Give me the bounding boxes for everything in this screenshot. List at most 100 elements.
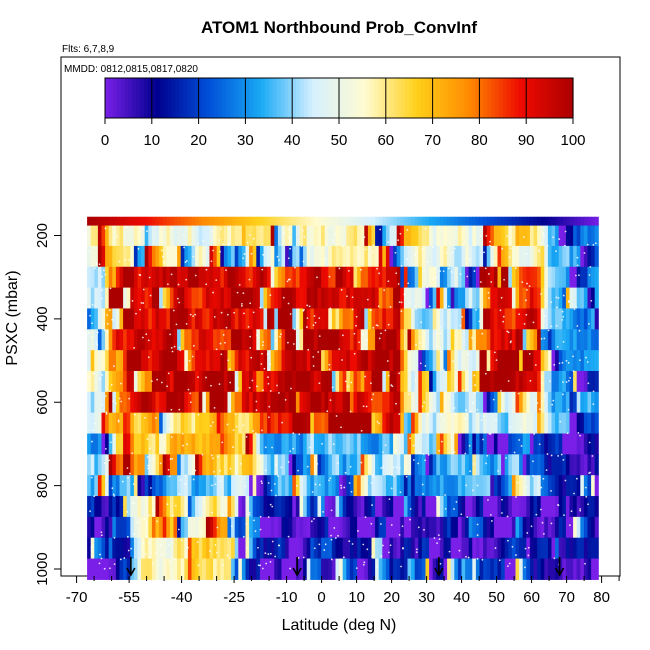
heatmap-cell: [259, 475, 264, 497]
heatmap-cell: [97, 412, 102, 435]
heatmap-cell: [483, 308, 488, 330]
track-point: [395, 449, 397, 452]
heatmap-cell: [166, 454, 171, 476]
heatmap-cell: [187, 225, 192, 247]
colorbar-ticks: 0 10 20 30 40 50 60 70 80 90 100: [101, 78, 586, 149]
heatmap-cell: [371, 216, 376, 226]
heatmap-cell: [259, 391, 264, 414]
heatmap-cell: [450, 496, 455, 518]
heatmap-cell: [393, 454, 398, 476]
heatmap-cell: [360, 225, 365, 247]
heatmap-cell: [555, 433, 560, 455]
heatmap-cell: [285, 370, 290, 393]
track-point: [113, 563, 116, 566]
y-tick-label: 600: [34, 390, 51, 415]
heatmap-cell: [303, 558, 308, 580]
track-point: [520, 474, 523, 477]
track-point: [227, 359, 229, 362]
heatmap-cell: [349, 516, 354, 539]
track-point: [341, 245, 344, 248]
x-tick-label: -40: [171, 589, 193, 606]
heatmap-cell: [155, 225, 160, 247]
heatmap-cell: [223, 475, 228, 497]
track-point: [476, 534, 479, 537]
heatmap-cell: [587, 537, 592, 560]
track-point: [346, 385, 349, 388]
heatmap-cell: [137, 558, 142, 580]
heatmap-cell: [411, 433, 416, 455]
heatmap-cell: [159, 245, 164, 268]
track-point: [262, 341, 265, 343]
heatmap-cell: [454, 537, 459, 560]
track-point: [267, 416, 270, 419]
heatmap-cell: [526, 329, 531, 351]
heatmap-cell: [569, 537, 574, 560]
track-point: [368, 245, 371, 248]
track-point: [401, 525, 404, 528]
heatmap-cell: [115, 433, 120, 455]
heatmap-cell: [375, 266, 380, 289]
heatmap-cell: [454, 516, 459, 539]
track-point: [336, 462, 339, 465]
heatmap-cell: [231, 245, 236, 268]
heatmap-cell: [439, 287, 444, 309]
track-point: [419, 362, 422, 365]
profile-arrow-head: [292, 567, 302, 577]
heatmap-cell: [130, 329, 135, 351]
heatmap-cell: [274, 496, 279, 518]
track-point: [452, 360, 455, 363]
heatmap-cell: [123, 308, 128, 330]
heatmap-cell: [429, 391, 434, 414]
heatmap-cell: [270, 350, 275, 372]
colorbar-segment: [292, 78, 297, 118]
track-point: [330, 534, 332, 537]
heatmap-cell: [317, 225, 322, 247]
heatmap-cell: [159, 350, 164, 372]
heatmap-cell: [493, 350, 498, 372]
heatmap-cell: [573, 454, 578, 476]
track-point: [400, 565, 402, 568]
heatmap-cell: [119, 454, 124, 476]
track-point: [515, 554, 517, 556]
heatmap-cell: [223, 391, 228, 414]
track-point: [572, 355, 574, 358]
heatmap-cell: [187, 516, 192, 539]
colorbar-segment: [331, 78, 336, 118]
track-point: [532, 460, 534, 463]
heatmap-cell: [299, 454, 304, 476]
heatmap-cell: [573, 516, 578, 539]
heatmap-cell: [565, 412, 570, 435]
heatmap-cell: [357, 329, 362, 351]
heatmap-cell: [342, 516, 347, 539]
track-point: [316, 462, 319, 465]
heatmap-cell: [490, 245, 495, 268]
track-point: [400, 301, 403, 304]
heatmap-cell: [303, 216, 308, 226]
track-point: [317, 351, 320, 353]
heatmap-cell: [364, 225, 369, 247]
heatmap-cell: [382, 266, 387, 289]
heatmap-cell: [425, 496, 430, 518]
heatmap-cell: [270, 245, 275, 268]
track-point: [487, 291, 490, 294]
heatmap-cell: [414, 308, 419, 330]
heatmap-cell: [101, 216, 106, 226]
heatmap-cell: [209, 391, 214, 414]
track-point: [271, 540, 274, 543]
heatmap-cell: [205, 516, 210, 539]
heatmap-cell: [425, 516, 430, 539]
track-point: [417, 526, 420, 529]
heatmap-cell: [522, 558, 527, 580]
heatmap-cell: [281, 412, 286, 435]
heatmap-cell: [443, 350, 448, 372]
track-point: [531, 474, 534, 477]
track-point: [127, 549, 130, 552]
heatmap-cell: [519, 287, 524, 309]
colorbar-segment: [303, 78, 309, 118]
heatmap-cell: [180, 245, 185, 268]
track-point: [278, 392, 280, 394]
heatmap-cell: [159, 558, 164, 580]
track-point: [508, 562, 511, 565]
heatmap-cell: [112, 475, 117, 497]
track-point: [579, 508, 582, 510]
